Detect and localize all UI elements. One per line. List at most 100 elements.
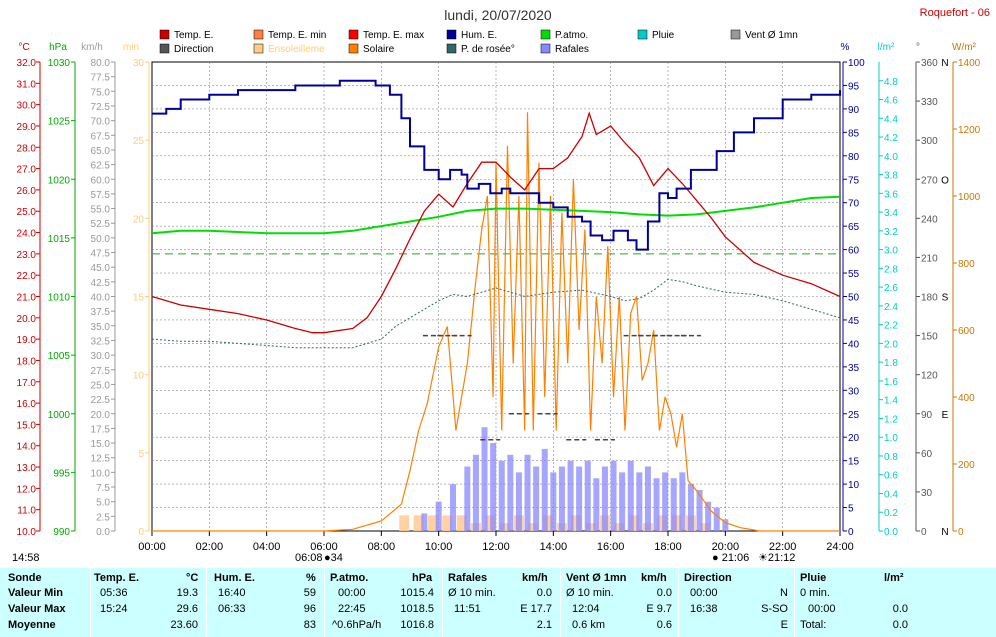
start-time: 14:58 (12, 552, 40, 564)
axis-tick-label: 50 (848, 293, 860, 304)
stats-avg-hum: 83 (303, 619, 316, 631)
axis-tick-label: 1020 (48, 175, 71, 186)
axis-title: l/m² (878, 42, 895, 53)
gust-bar (619, 472, 626, 531)
gust-bar (687, 484, 694, 531)
gust-bar (524, 454, 531, 531)
legend-label: Temp. E. (174, 30, 213, 41)
axis-tick-label: 7.5 (96, 483, 110, 494)
axis-tick-label: 990 (53, 527, 70, 538)
legend-swatch (253, 29, 264, 40)
axis-tick-label: 13.0 (17, 463, 37, 474)
stats-header-hum: Hum. E. (214, 572, 255, 584)
stats-avg-raf: 2.1 (536, 619, 552, 631)
legend-label: Temp. E. min (268, 30, 326, 41)
gust-bar (558, 466, 565, 531)
stats-header-temp: Temp. E. (94, 572, 140, 584)
legend-swatch (730, 29, 741, 40)
stats-max-pluie: 0.0 (892, 603, 908, 615)
axis-tick-label: 25.0 (17, 207, 37, 218)
axis-tick-label: 10.0 (17, 527, 37, 538)
axis-tick-label: 17.0 (17, 378, 37, 389)
sunrise-time: 06:08 (295, 552, 323, 564)
axis-tick-label: 100 (848, 58, 865, 69)
axis-tick-label: 24.0 (17, 229, 37, 240)
axis-tick-label: 16.0 (17, 399, 37, 410)
legend-swatch (253, 43, 264, 54)
axis-tick-label: 27.0 (17, 165, 37, 176)
sunset-time: ☀21:12 (758, 552, 795, 564)
axis-tick-label: 25.0 (91, 380, 111, 391)
axis-tick-label: 0.8 (884, 452, 898, 463)
axis-tick-label: 75.0 (91, 87, 111, 98)
axis-tick-label: 52.5 (91, 219, 111, 230)
gust-bar (696, 489, 703, 531)
stats-max-pluie-time: 00:00 (808, 603, 836, 615)
stats-max-temp: 29.6 (176, 603, 198, 615)
axis-tick-label: 300 (921, 136, 938, 147)
x-tick-label: 00:00 (138, 541, 166, 553)
axis-tick-label: 330 (921, 97, 938, 108)
axis-tick-label: 20.0 (17, 314, 37, 325)
gust-bar (679, 472, 686, 531)
legend-label: Solaire (363, 44, 395, 55)
stats-header-vent: Vent Ø 1mn (566, 572, 627, 584)
legend-label: Rafales (555, 44, 589, 55)
axis-tick-label: 20 (848, 433, 860, 444)
stats-max-dir: S-SO (761, 603, 788, 615)
axis-tick-label: 25 (848, 410, 860, 421)
axis-tick-label: 3.6 (884, 189, 898, 200)
axis-tick-label: 10.0 (91, 468, 111, 479)
axis-tick-label: 37.5 (91, 307, 111, 318)
stats-header-rafales-unit: km/h (522, 572, 548, 584)
sunshine-bar (399, 515, 410, 531)
stats-separator (678, 568, 679, 637)
gust-bar (490, 443, 497, 531)
axis-tick-label: 31.0 (17, 79, 37, 90)
stats-avg-dir: E (780, 619, 788, 631)
axis-tick-label: 35.0 (91, 322, 111, 333)
time-markers: 14:58 06:08 ●34 ● 21:06 ☀21:12 (12, 552, 795, 564)
axis-tick-label: 995 (53, 468, 70, 479)
axis-tick-label: 70 (848, 199, 860, 210)
gust-bar (662, 472, 669, 531)
gust-bar (498, 460, 505, 531)
axis-tick-label: 1030 (48, 58, 71, 69)
stats-separator (442, 568, 443, 637)
axis-tick-label: 27.5 (91, 366, 111, 377)
axis-tick-label: 3.2 (884, 227, 898, 238)
axis-tick-label: 120 (921, 371, 938, 382)
gust-bar (567, 460, 574, 531)
axis-tick-label: 15.0 (91, 439, 111, 450)
legend-label: Ensoleilleme (268, 44, 325, 55)
stats-table: Sonde Temp. E. °C Hum. E. % P.atmo. hPa … (0, 568, 996, 637)
axis-tick-label: 45.0 (91, 263, 111, 274)
pressure-line (151, 195, 841, 235)
axis-cardinal-label: N (941, 527, 948, 538)
stats-header-sonde: Sonde (8, 572, 42, 584)
stats-header-patmo: P.atmo. (330, 572, 369, 584)
axis-tick-label: 29.0 (17, 122, 37, 133)
axis-tick-label: 19.0 (17, 335, 37, 346)
x-tick-label: 12:00 (482, 541, 510, 553)
axis-tick-label: 22.5 (91, 395, 111, 406)
axis-tick-label: 80 (848, 152, 860, 163)
x-tick-label: 18:00 (654, 541, 682, 553)
gust-bar (533, 466, 540, 531)
stats-max-hum: 96 (303, 603, 316, 615)
stats-max-vent: E 9.7 (646, 603, 672, 615)
axis-tick-label: 2.0 (884, 339, 898, 350)
stats-avg-pluie-note: Total: (800, 619, 827, 631)
stats-max-raf-time: 11:51 (454, 603, 481, 615)
legend-swatch (348, 29, 359, 40)
stats-header-patmo-unit: hPa (412, 572, 433, 584)
axis-tick-label: 0.0 (884, 527, 898, 538)
axis-tick-label: 70.0 (91, 117, 111, 128)
axis-title: W/m² (952, 42, 977, 53)
axis-tick-label: 4.8 (884, 77, 898, 88)
axis-tick-label: 30.0 (17, 101, 37, 112)
axis-tick-label: 85 (848, 128, 860, 139)
axis-tick-label: 5.0 (96, 498, 110, 509)
stats-min-hum-time: 16:40 (218, 587, 246, 599)
axis-cardinal-label: E (942, 410, 949, 421)
